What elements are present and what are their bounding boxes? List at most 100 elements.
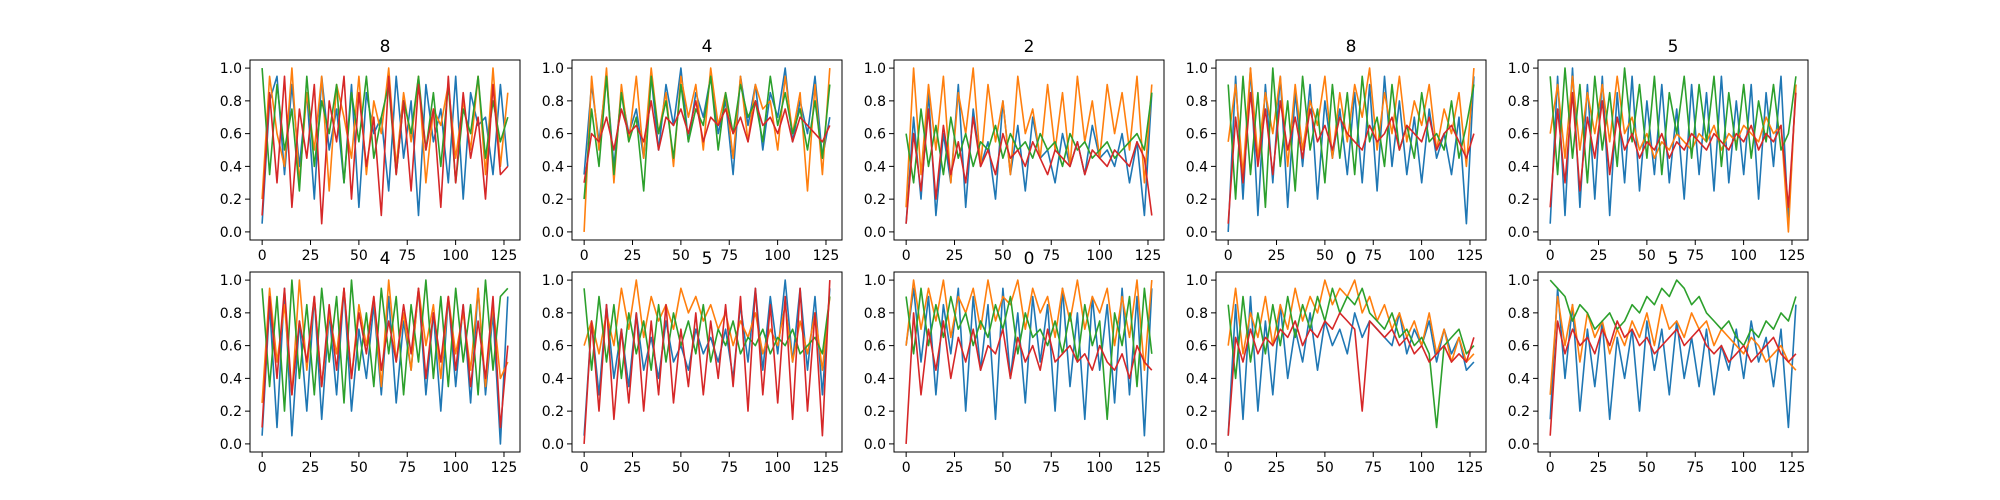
y-tick-label: 0.4 — [542, 371, 564, 387]
y-tick-label: 0.4 — [864, 371, 886, 387]
x-tick-label: 0 — [1224, 460, 1233, 476]
x-tick-label: 75 — [1042, 460, 1060, 476]
y-tick-label: 1.0 — [1186, 61, 1208, 77]
series-line-0 — [905, 287, 1153, 437]
series-line-1 — [905, 67, 1153, 208]
series-line-3 — [1549, 320, 1797, 436]
subplot-title: 4 — [380, 249, 391, 269]
x-tick-label: 50 — [672, 248, 690, 264]
y-tick-label: 0.8 — [542, 94, 564, 110]
y-tick-label: 0.8 — [1508, 306, 1530, 322]
axes-frame — [893, 271, 1165, 453]
y-tick-label: 0.6 — [864, 127, 886, 143]
y-tick-label: 0.2 — [1186, 192, 1208, 208]
series-line-2 — [1549, 67, 1797, 184]
y-tick-label: 0.4 — [220, 159, 242, 175]
x-tick-label: 100 — [764, 248, 791, 264]
y-tick-label: 0.4 — [1508, 371, 1530, 387]
y-tick-label: 0.4 — [1186, 159, 1208, 175]
y-tick-label: 0.4 — [542, 159, 564, 175]
x-tick-label: 25 — [302, 248, 320, 264]
x-tick-label: 125 — [1779, 248, 1806, 264]
subplot-1: 4 0 25 50 75 100 125 0.0 0.2 0.4 0.6 0.8 1.0 — [542, 37, 843, 264]
y-tick-label: 0.6 — [1508, 339, 1530, 355]
subplot-title: 0 — [1024, 249, 1035, 269]
y-tick-label: 0.0 — [220, 225, 242, 241]
axes-frame — [1537, 59, 1809, 241]
x-tick-label: 100 — [442, 248, 469, 264]
y-tick-label: 0.2 — [542, 404, 564, 420]
x-tick-label: 0 — [1224, 248, 1233, 264]
y-tick-label: 0.0 — [1186, 437, 1208, 453]
x-tick-label: 75 — [720, 460, 738, 476]
x-tick-label: 25 — [624, 460, 642, 476]
x-tick-label: 50 — [994, 248, 1012, 264]
y-tick-label: 0.2 — [864, 404, 886, 420]
axes-frame — [249, 271, 521, 453]
y-tick-label: 1.0 — [220, 61, 242, 77]
y-tick-label: 0.2 — [1508, 192, 1530, 208]
y-tick-label: 0.6 — [1186, 127, 1208, 143]
x-tick-label: 25 — [302, 460, 320, 476]
x-tick-label: 25 — [1590, 248, 1608, 264]
series-line-2 — [583, 288, 831, 380]
x-tick-label: 125 — [491, 248, 518, 264]
y-tick-label: 1.0 — [220, 273, 242, 289]
x-tick-label: 125 — [813, 248, 840, 264]
x-tick-label: 75 — [1364, 248, 1382, 264]
subplot-title: 2 — [1024, 37, 1035, 57]
series-line-3 — [1549, 91, 1797, 209]
x-tick-label: 0 — [258, 248, 267, 264]
x-tick-label: 125 — [813, 460, 840, 476]
y-tick-label: 0.0 — [864, 437, 886, 453]
y-tick-label: 0.2 — [542, 192, 564, 208]
series-line-0 — [1227, 295, 1475, 436]
y-tick-label: 0.6 — [542, 339, 564, 355]
series-line-2 — [1549, 279, 1797, 347]
x-tick-label: 75 — [398, 248, 416, 264]
axes-frame — [893, 59, 1165, 241]
y-tick-label: 0.0 — [542, 437, 564, 453]
series-line-1 — [1227, 67, 1475, 176]
y-tick-label: 0.8 — [864, 94, 886, 110]
x-tick-label: 125 — [1135, 248, 1162, 264]
series-line-3 — [261, 287, 509, 429]
x-tick-label: 100 — [1730, 248, 1757, 264]
x-tick-label: 0 — [258, 460, 267, 476]
y-tick-label: 0.8 — [1186, 306, 1208, 322]
series-line-0 — [583, 279, 831, 436]
x-tick-label: 50 — [350, 460, 368, 476]
x-tick-label: 50 — [350, 248, 368, 264]
series-line-3 — [583, 280, 831, 444]
x-tick-label: 25 — [946, 248, 964, 264]
series-line-3 — [583, 100, 831, 183]
subplot-5: 4 0 25 50 75 100 125 0.0 0.2 0.4 0.6 0.8 1.0 — [220, 249, 521, 476]
x-tick-label: 75 — [1686, 460, 1704, 476]
y-tick-label: 0.0 — [1186, 225, 1208, 241]
y-tick-label: 1.0 — [1186, 273, 1208, 289]
x-tick-label: 100 — [1086, 248, 1113, 264]
subplot-title: 5 — [1668, 249, 1679, 269]
axes-frame — [249, 59, 521, 241]
subplot-2: 2 0 25 50 75 100 125 0.0 0.2 0.4 0.6 0.8 1.0 — [864, 37, 1165, 264]
x-tick-label: 50 — [1638, 460, 1656, 476]
x-tick-label: 25 — [1268, 248, 1286, 264]
x-tick-label: 125 — [1457, 460, 1484, 476]
x-tick-label: 50 — [1638, 248, 1656, 264]
y-tick-label: 0.4 — [864, 159, 886, 175]
x-tick-label: 0 — [902, 460, 911, 476]
series-line-3 — [1227, 91, 1475, 224]
x-tick-label: 125 — [1135, 460, 1162, 476]
x-tick-label: 50 — [1316, 248, 1334, 264]
y-tick-label: 0.6 — [220, 339, 242, 355]
y-tick-label: 1.0 — [542, 273, 564, 289]
subplot-title: 8 — [1346, 37, 1357, 57]
series-line-1 — [1227, 279, 1475, 363]
x-tick-label: 75 — [1042, 248, 1060, 264]
x-tick-label: 0 — [1546, 460, 1555, 476]
y-tick-label: 1.0 — [1508, 273, 1530, 289]
y-tick-label: 0.0 — [864, 225, 886, 241]
y-tick-label: 0.8 — [220, 306, 242, 322]
series-line-3 — [905, 108, 1153, 224]
